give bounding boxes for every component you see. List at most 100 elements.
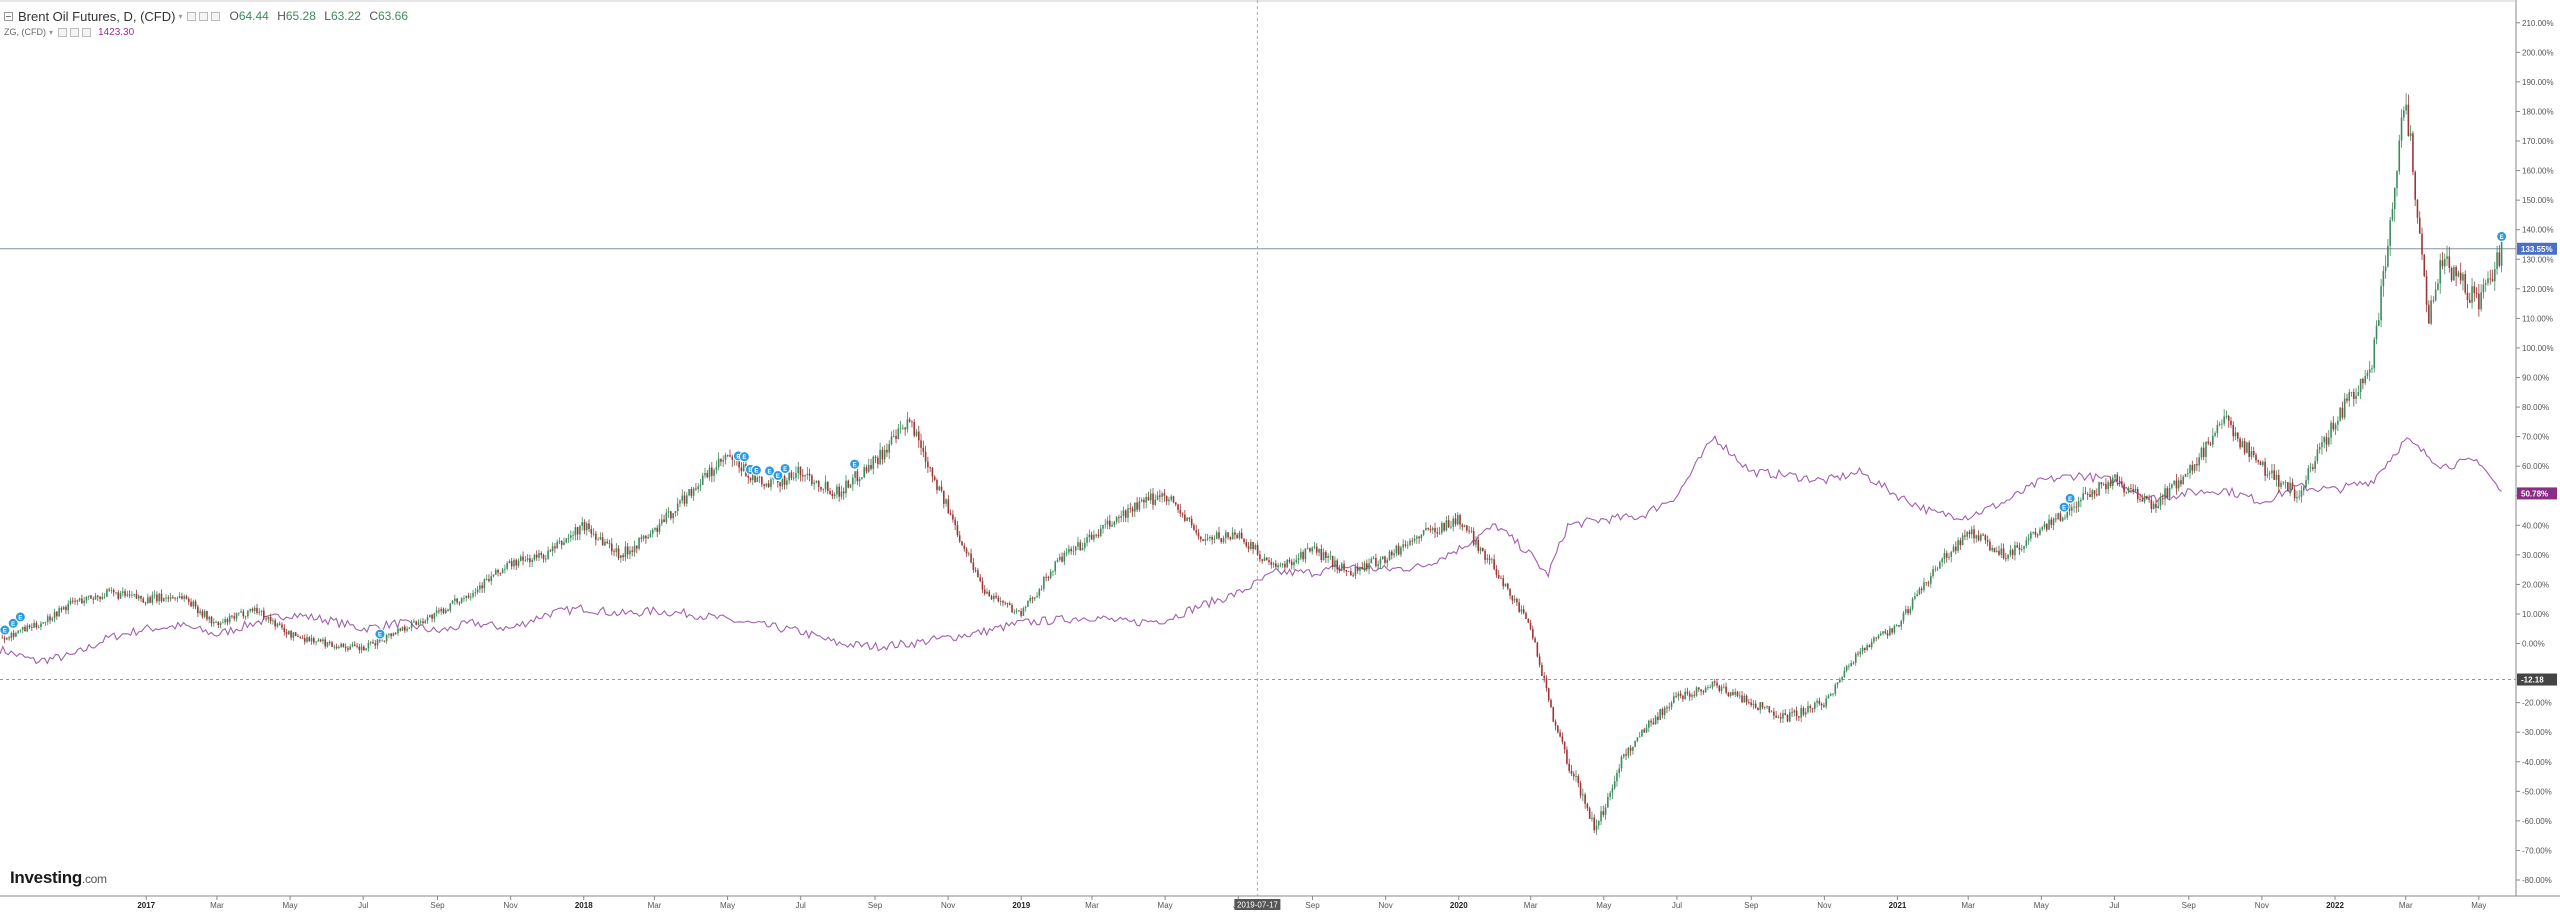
candle-body — [631, 550, 634, 553]
candle — [2057, 512, 2059, 521]
event-marker-icon[interactable]: E — [0, 624, 11, 636]
candle-body — [672, 512, 674, 519]
event-marker-icon[interactable]: E — [764, 465, 776, 477]
candle-body — [1936, 568, 1939, 570]
event-marker-icon[interactable]: E — [14, 611, 26, 623]
candle — [481, 582, 483, 593]
candle-body — [256, 607, 258, 613]
event-marker-icon[interactable]: E — [2496, 230, 2508, 242]
candle-body — [638, 537, 640, 549]
candle — [679, 499, 681, 508]
candle — [447, 608, 449, 612]
x-axis: 2017 Mar May Jul Sep Nov 2018 Mar May Jul Sep Nov 20… — [137, 896, 2486, 910]
candle-body — [2432, 300, 2435, 302]
candle-body — [1106, 520, 1109, 525]
event-marker-icon[interactable]: E — [2064, 492, 2076, 504]
candle-body — [1752, 703, 1755, 706]
candle — [1224, 529, 1227, 544]
candle — [151, 591, 154, 606]
candle — [69, 597, 72, 606]
event-marker-icon[interactable]: E — [7, 617, 19, 629]
candle-body — [2428, 304, 2430, 324]
candle-body — [15, 632, 17, 637]
hide-icon[interactable] — [70, 27, 80, 37]
candle-body — [2243, 441, 2246, 453]
candle — [922, 440, 925, 458]
candle-body — [1800, 707, 1802, 718]
y-tick-label: 30.00% — [2522, 551, 2549, 560]
candle — [1179, 503, 1182, 518]
candle — [697, 483, 699, 493]
candle-body — [2227, 415, 2230, 421]
candle-body — [276, 623, 279, 627]
candle-body — [872, 456, 875, 469]
remove-icon[interactable] — [82, 27, 92, 37]
event-marker-icon[interactable]: E — [772, 469, 784, 481]
remove-icon[interactable] — [211, 11, 221, 21]
settings-icon[interactable] — [58, 27, 68, 37]
candle-body — [2414, 171, 2416, 200]
candle-body — [1757, 707, 1759, 711]
candle — [2350, 391, 2353, 397]
candle-body — [1914, 596, 1916, 599]
candle-body — [1834, 684, 1837, 694]
candle — [2346, 393, 2348, 404]
candle — [620, 555, 622, 563]
candle-body — [1261, 559, 1263, 561]
candle — [1638, 731, 1641, 738]
candle — [276, 622, 279, 628]
candle — [1848, 663, 1850, 670]
candle-body — [2341, 407, 2344, 418]
candle-body — [911, 421, 913, 423]
candle-body — [2232, 424, 2235, 437]
candle-body — [1145, 497, 1147, 503]
candle-body — [10, 633, 13, 639]
event-marker-icon[interactable]: E — [779, 462, 791, 474]
candle — [1090, 531, 1093, 540]
candle-body — [1814, 702, 1816, 709]
settings-icon[interactable] — [187, 11, 197, 21]
candle — [290, 629, 292, 641]
candle-body — [2023, 545, 2025, 549]
candle-body — [1416, 536, 1418, 539]
candle — [1952, 544, 1955, 553]
candle — [228, 613, 231, 625]
candle — [2325, 432, 2328, 452]
event-marker-icon[interactable]: E — [374, 628, 386, 640]
candle — [344, 643, 347, 652]
candle — [1541, 662, 1543, 677]
event-marker-icon[interactable]: E — [849, 458, 861, 470]
candle — [260, 610, 263, 616]
candle — [1534, 636, 1536, 643]
event-marker-icon[interactable]: E — [738, 451, 750, 463]
hide-icon[interactable] — [199, 11, 209, 21]
candle — [1086, 533, 1088, 547]
candle-body — [1031, 597, 1034, 599]
chevron-down-icon[interactable]: ▾ — [178, 11, 183, 21]
candle — [1318, 548, 1320, 557]
candle — [1234, 529, 1236, 540]
candle-body — [1024, 606, 1027, 609]
candle — [374, 639, 377, 649]
candle-body — [1099, 528, 1102, 536]
y-tick-label: 80.00% — [2522, 403, 2549, 412]
candle-body — [792, 477, 795, 479]
event-marker-icon[interactable]: E — [2058, 501, 2070, 513]
candle — [1072, 545, 1075, 555]
candle — [1800, 704, 1802, 723]
candle-body — [433, 613, 436, 619]
collapse-icon[interactable] — [4, 11, 13, 21]
chevron-down-icon[interactable]: ▾ — [49, 27, 54, 37]
candle — [640, 534, 643, 543]
candle — [12, 629, 15, 640]
candle-body — [1786, 714, 1789, 722]
candle — [317, 638, 320, 642]
event-marker-icon[interactable]: E — [750, 464, 762, 476]
candle-body — [758, 476, 761, 478]
candle-body — [2459, 272, 2462, 281]
candle-body — [585, 523, 588, 531]
candle-body — [1013, 611, 1016, 613]
